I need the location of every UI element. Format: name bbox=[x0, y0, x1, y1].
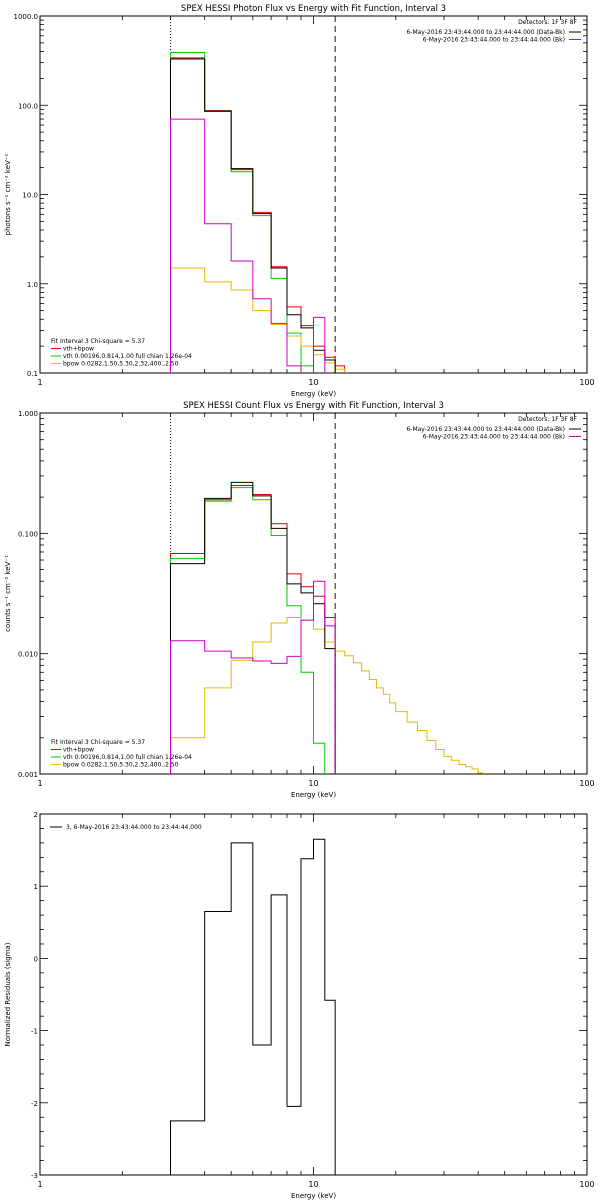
legend-entry-label: bpow 0.0282,1.50,5.30,2.32,400.,2.50 bbox=[63, 762, 179, 769]
y-axis: 0.1 1.0 10.0 100.0 1000.0 photons s⁻¹ cm⁻² ke… bbox=[4, 13, 587, 378]
y-axis-label: photons s⁻¹ cm⁻² keV⁻¹ bbox=[4, 153, 12, 235]
series-total bbox=[169, 484, 336, 774]
y-tick-label: 0.1 bbox=[27, 370, 38, 378]
y-tick-label: 10.0 bbox=[22, 192, 38, 200]
y-tick-label: 1000.0 bbox=[14, 13, 39, 21]
legend-title: Fit Interval 3 Chi-square = 5.37 bbox=[51, 338, 145, 345]
series-line bbox=[169, 580, 336, 774]
series-line bbox=[169, 838, 336, 1175]
legend-title: Fit Interval 3 Chi-square = 5.37 bbox=[51, 739, 145, 746]
series-line bbox=[169, 484, 336, 774]
x-tick-label: 1 bbox=[37, 779, 42, 788]
y-tick-label: -3 bbox=[31, 1172, 38, 1180]
series-bpow bbox=[169, 616, 485, 774]
legend-top: Detectors: 1F 3F 8F 6-May-2016 23:43:44.0… bbox=[406, 19, 581, 44]
series-line bbox=[169, 267, 346, 373]
x-tick-label: 10 bbox=[308, 378, 318, 387]
y-tick-label: 0.001 bbox=[18, 771, 38, 779]
series-line bbox=[169, 51, 346, 373]
series-line bbox=[169, 481, 336, 774]
x-tick-label: 1 bbox=[37, 1180, 42, 1189]
plot-area bbox=[169, 838, 336, 1175]
chart-3: 1 10 100 Energy (keV) -3 -2 -1 0 1 2 Normalized Re… bbox=[4, 811, 595, 1200]
chart-2: SPEX HESSI Count Flux vs Energy with Fit… bbox=[4, 401, 595, 799]
series-vth bbox=[169, 487, 326, 774]
plot-area bbox=[169, 413, 485, 774]
y-tick-label: 100.0 bbox=[18, 102, 38, 110]
y-tick-label: 0 bbox=[34, 955, 38, 963]
x-axis: 1 10 100 Energy (keV) bbox=[37, 413, 595, 799]
x-tick-label: 100 bbox=[579, 378, 594, 387]
plot-area bbox=[169, 16, 346, 373]
chart-1: SPEX HESSI Photon Flux vs Energy with Fi… bbox=[4, 4, 595, 398]
legend-title: Detectors: 1F 3F 8F bbox=[518, 19, 577, 26]
x-axis-label: Energy (keV) bbox=[291, 791, 336, 799]
legend-entry-label: 3, 6-May-2016 23:43:44.000 to 23:44:44.0… bbox=[66, 824, 202, 831]
legend-entry-label: 6-May-2016 23:43:44.000 to 23:44:44.000 … bbox=[423, 37, 565, 44]
legend-entry-label: 6-May-2016 23:43:44.000 to 23:44:44.000 … bbox=[406, 426, 565, 433]
legend-entry-label: 6-May-2016 23:43:44.000 to 23:44:44.000 … bbox=[423, 434, 565, 441]
legend: 3, 6-May-2016 23:43:44.000 to 23:44:44.0… bbox=[50, 824, 202, 831]
legend-entry-label: vth 0.00196,0.814,1.00 full chian 1.26e-… bbox=[63, 353, 192, 360]
chart-title: SPEX HESSI Photon Flux vs Energy with Fi… bbox=[181, 4, 446, 14]
x-tick-label: 100 bbox=[579, 1180, 594, 1189]
legend-entry-label: vth 0.00196,0.814,1.00 full chian 1.26e-… bbox=[63, 754, 192, 761]
series-line bbox=[169, 487, 326, 774]
x-tick-label: 10 bbox=[308, 1180, 318, 1189]
y-tick-label: 0.100 bbox=[18, 530, 38, 538]
x-tick-label: 10 bbox=[308, 779, 318, 788]
y-axis-label: counts s⁻¹ cm⁻² keV⁻¹ bbox=[4, 555, 12, 632]
y-tick-label: 2 bbox=[34, 811, 38, 819]
series-bk bbox=[169, 118, 346, 373]
legend-top: Detectors: 1F 3F 8F 6-May-2016 23:43:44.0… bbox=[406, 416, 581, 441]
series-bk bbox=[169, 580, 336, 774]
y-tick-label: 1.0 bbox=[27, 281, 38, 289]
y-tick-label: -1 bbox=[31, 1028, 38, 1036]
legend-bottom: Fit Interval 3 Chi-square = 5.37vth+bpow… bbox=[51, 739, 192, 769]
legend-title: Detectors: 1F 3F 8F bbox=[518, 416, 577, 423]
y-tick-label: 1 bbox=[34, 883, 38, 891]
series-data bbox=[169, 838, 336, 1175]
x-tick-label: 1 bbox=[37, 378, 42, 387]
legend-bottom: Fit Interval 3 Chi-square = 5.37vth+bpow… bbox=[51, 338, 192, 368]
x-axis-label: Energy (keV) bbox=[291, 390, 336, 398]
y-axis: -3 -2 -1 0 1 2 Normalized Residuals (sigma) bbox=[4, 811, 587, 1180]
series-line bbox=[169, 616, 485, 774]
chart-title: SPEX HESSI Count Flux vs Energy with Fit… bbox=[183, 401, 444, 411]
plot-frame bbox=[39, 813, 588, 1176]
series-vth bbox=[169, 51, 346, 373]
series-line bbox=[169, 118, 346, 373]
y-axis: 0.001 0.010 0.100 1.000 counts s⁻¹ cm⁻² keV⁻… bbox=[4, 410, 587, 779]
y-tick-label: 0.010 bbox=[18, 651, 38, 659]
legend-entry-label: vth+bpow bbox=[63, 346, 94, 353]
series-data bbox=[169, 481, 336, 774]
y-axis-label: Normalized Residuals (sigma) bbox=[4, 942, 12, 1046]
legend-entry-label: vth+bpow bbox=[63, 747, 94, 754]
y-tick-label: -2 bbox=[31, 1100, 38, 1108]
series-bpow bbox=[169, 267, 346, 373]
legend-entry-label: 6-May-2016 23:43:44.000 to 23:44:44.000 … bbox=[406, 29, 565, 36]
x-axis: 1 10 100 Energy (keV) bbox=[37, 16, 595, 398]
x-axis-label: Energy (keV) bbox=[291, 1192, 336, 1200]
legend-entry-label: bpow 0.0282,1.50,5.30,2.32,400.,2.50 bbox=[63, 361, 179, 368]
x-tick-label: 100 bbox=[579, 779, 594, 788]
y-tick-label: 1.000 bbox=[18, 410, 38, 418]
